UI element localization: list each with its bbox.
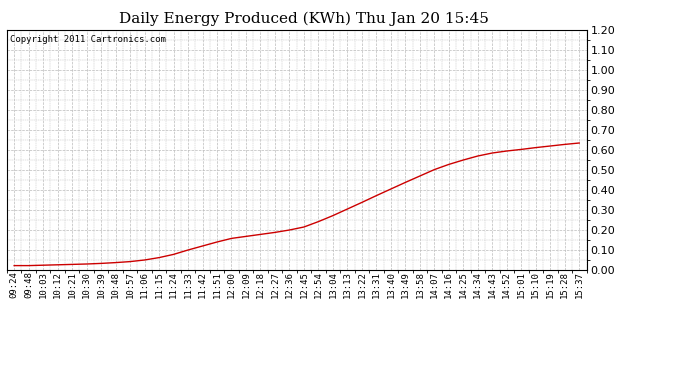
Text: Daily Energy Produced (KWh) Thu Jan 20 15:45: Daily Energy Produced (KWh) Thu Jan 20 1… [119,11,489,26]
Text: Copyright 2011 Cartronics.com: Copyright 2011 Cartronics.com [10,35,166,44]
